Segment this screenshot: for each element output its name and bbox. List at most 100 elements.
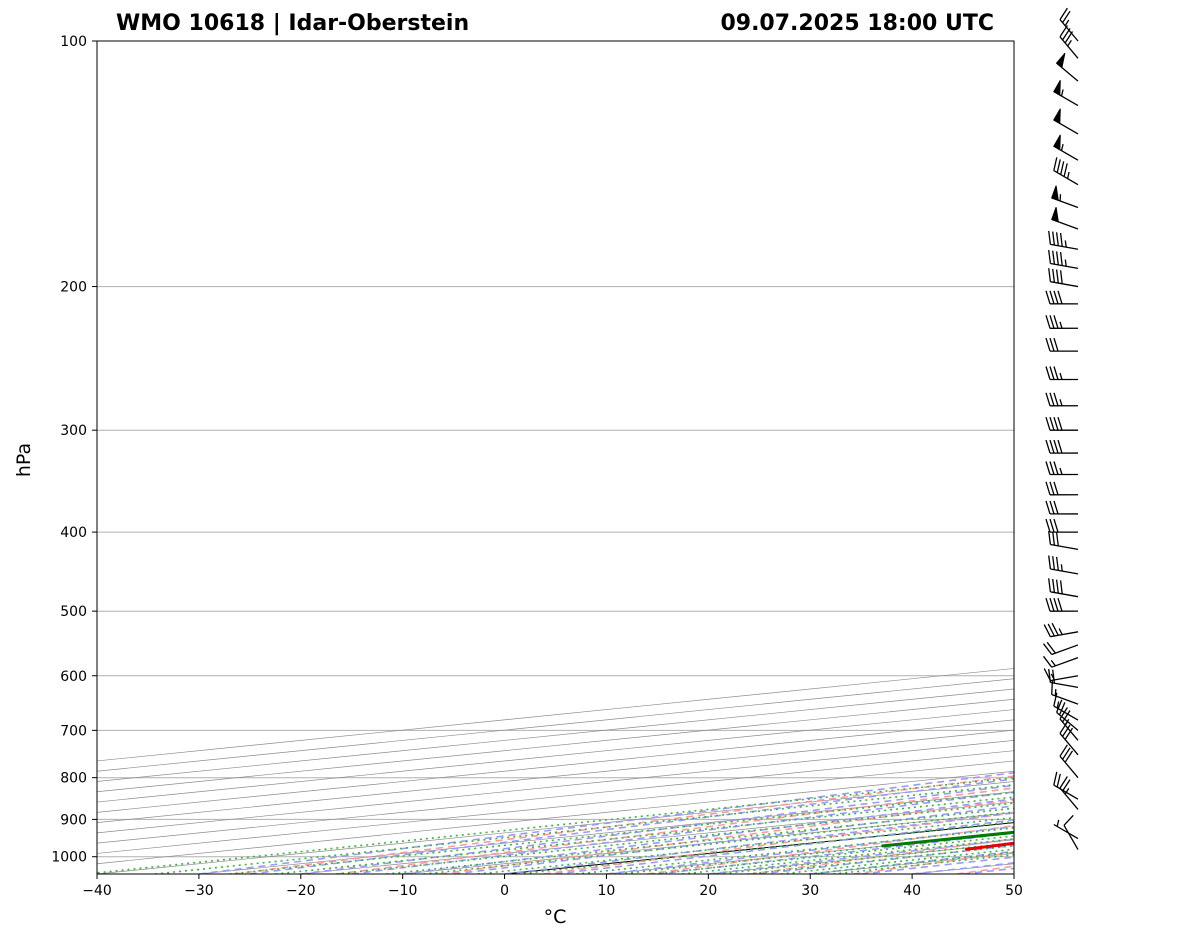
chart-title-station: WMO 10618 | Idar-Oberstein xyxy=(116,11,469,36)
x-tick-label: 30 xyxy=(801,883,819,899)
barb-shaft xyxy=(1050,675,1079,682)
barb-flag xyxy=(1045,392,1051,406)
barb-shaft xyxy=(1050,281,1079,288)
barb-flag xyxy=(1045,598,1051,612)
barb-shaft xyxy=(1059,787,1079,810)
background-lines xyxy=(97,41,1181,874)
barb-half-flag xyxy=(1059,372,1063,380)
moist-adiabat xyxy=(504,812,1014,874)
barb-pennant xyxy=(1053,134,1061,151)
mixing-ratio-line xyxy=(97,776,1014,874)
barb-flag xyxy=(1045,518,1051,533)
barb-flag xyxy=(1053,157,1058,171)
x-tick-label: 40 xyxy=(903,883,921,899)
barb-half-flag xyxy=(1064,19,1070,27)
dry-adiabat xyxy=(543,812,1014,874)
barb-half-flag xyxy=(1059,467,1063,475)
x-tick-label: 20 xyxy=(699,883,717,899)
barb-flag xyxy=(1059,270,1063,284)
x-tick-label: −20 xyxy=(286,883,316,899)
barb-half-flag xyxy=(1056,701,1060,709)
barb-flag xyxy=(1055,699,1063,713)
barb-shaft xyxy=(1059,19,1079,42)
wind-barb xyxy=(1053,134,1079,161)
barb-shaft xyxy=(1050,681,1079,689)
barb-half-flag xyxy=(1064,788,1070,795)
barb-flag xyxy=(1053,366,1059,380)
barb-half-flag xyxy=(1060,564,1063,572)
barb-flag xyxy=(1052,250,1056,265)
barb-flag xyxy=(1057,290,1063,304)
y-tick-label: 700 xyxy=(60,723,87,739)
barb-flag xyxy=(1048,530,1052,545)
barb-shaft xyxy=(1050,243,1079,250)
moist-adiabat xyxy=(963,867,1014,874)
barb-flag xyxy=(1053,337,1059,352)
barb-flag xyxy=(1056,773,1061,788)
barb-shaft xyxy=(1053,823,1079,840)
y-tick-label: 100 xyxy=(60,34,87,50)
barb-half-flag xyxy=(1058,628,1063,635)
isotherm-line xyxy=(708,842,1014,874)
barb-flag xyxy=(1047,623,1055,637)
sounding-profiles xyxy=(881,830,1014,851)
barb-shaft xyxy=(1059,732,1079,756)
isotherm-line xyxy=(97,781,1014,874)
barb-flag xyxy=(1059,7,1068,20)
barb-shaft xyxy=(1053,170,1079,186)
barb-shaft xyxy=(1053,705,1079,721)
moist-adiabat xyxy=(300,784,1014,874)
dry-adiabat xyxy=(1060,41,1181,874)
barb-shaft xyxy=(1050,543,1079,551)
isotherm-line xyxy=(97,729,1014,823)
barb-flag xyxy=(1055,579,1059,594)
barb-flag xyxy=(1049,439,1055,454)
moist-adiabat xyxy=(708,838,1014,874)
barb-half-flag xyxy=(1064,718,1070,726)
dry-adiabat xyxy=(853,851,1014,874)
x-tick-label: −30 xyxy=(184,883,214,899)
mixing-ratio-line xyxy=(386,807,1014,874)
isotherm-line xyxy=(97,668,1014,762)
barb-flag xyxy=(1053,315,1059,329)
moist-adiabat xyxy=(759,844,1014,874)
moist-adiabat xyxy=(402,798,1014,874)
mixing-ratio-line xyxy=(155,783,1014,874)
moist-adiabat xyxy=(861,856,1014,874)
x-axis-label: °C xyxy=(544,906,567,928)
barb-flag xyxy=(1053,290,1059,304)
barb-flag xyxy=(1053,417,1059,431)
barb-flag xyxy=(1053,771,1058,786)
wind-barb xyxy=(1055,699,1079,731)
isotherm-line xyxy=(97,678,1014,772)
isotherm-line xyxy=(97,740,1014,834)
barb-flag xyxy=(1055,556,1059,571)
chart-title-date: 09.07.2025 18:00 UTC xyxy=(720,11,994,36)
barb-flag xyxy=(1052,531,1056,546)
wind-barb xyxy=(1045,366,1079,381)
barb-flag xyxy=(1053,392,1059,406)
barb-flag xyxy=(1062,779,1071,792)
wind-barb xyxy=(1059,7,1079,42)
wind-barb xyxy=(1045,518,1079,533)
barb-flag xyxy=(1062,710,1071,723)
wind-barb xyxy=(1048,268,1079,288)
wind-barb xyxy=(1042,655,1079,668)
dry-adiabat xyxy=(233,775,1014,874)
barb-flag xyxy=(1057,417,1063,431)
isotherm-line xyxy=(97,760,1014,854)
barb-flag xyxy=(1045,366,1051,380)
wind-barb xyxy=(1045,417,1079,431)
isotherm-line xyxy=(810,853,1014,874)
barb-flag xyxy=(1045,290,1051,304)
plot-frame xyxy=(96,40,1015,875)
barb-flag xyxy=(1049,518,1055,533)
barb-half-flag xyxy=(1050,673,1055,681)
isotherm-line xyxy=(912,863,1014,874)
barb-half-flag xyxy=(1056,819,1060,827)
wind-barb xyxy=(1048,530,1079,551)
barb-flag xyxy=(1057,598,1063,612)
isotherm-line xyxy=(97,750,1014,844)
barb-flag xyxy=(1042,643,1053,655)
barb-flag xyxy=(1043,668,1051,681)
